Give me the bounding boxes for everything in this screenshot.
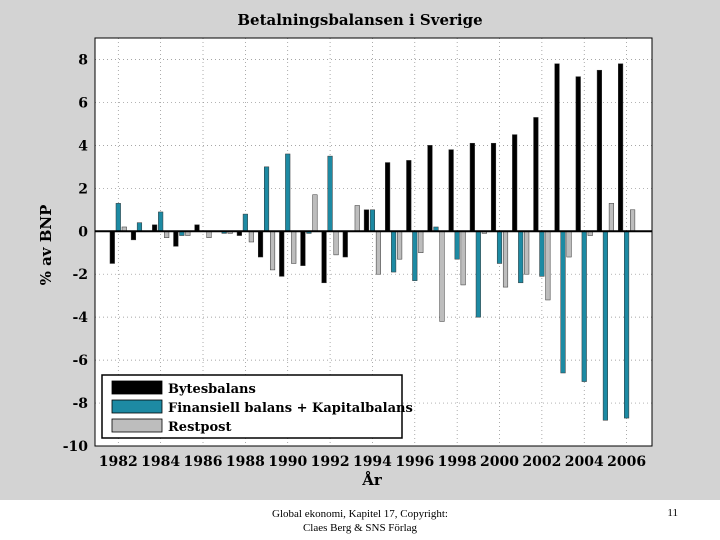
bar bbox=[263, 166, 270, 232]
bar bbox=[242, 213, 248, 232]
footer-line-1: Global ekonomi, Kapitel 17, Copyright: bbox=[272, 508, 448, 520]
x-tick-label: 1992 bbox=[311, 454, 350, 470]
y-axis-label: % av BNP bbox=[37, 205, 55, 286]
legend-swatch bbox=[111, 380, 163, 395]
bar bbox=[333, 231, 339, 256]
bar bbox=[321, 231, 327, 284]
y-tick-label: -2 bbox=[72, 267, 88, 283]
bar bbox=[375, 231, 381, 275]
bar bbox=[524, 231, 530, 275]
x-tick-label: 2002 bbox=[522, 454, 561, 470]
bar bbox=[602, 231, 608, 421]
bar bbox=[300, 231, 306, 266]
bar bbox=[354, 205, 360, 232]
bar bbox=[173, 231, 179, 247]
bar bbox=[439, 231, 445, 322]
bar bbox=[608, 203, 614, 232]
x-tick-label: 1984 bbox=[141, 454, 180, 470]
plot-frame bbox=[94, 37, 653, 447]
bar bbox=[385, 162, 391, 232]
x-tick-label: 1998 bbox=[438, 454, 477, 470]
y-tick-label: 6 bbox=[78, 95, 88, 111]
bar bbox=[248, 231, 254, 243]
y-tick-label: 8 bbox=[78, 52, 88, 68]
y-tick-label: -8 bbox=[72, 396, 88, 412]
bar bbox=[512, 134, 518, 232]
y-tick-label: -10 bbox=[63, 439, 89, 455]
legend-swatch bbox=[111, 399, 163, 414]
bar bbox=[397, 231, 403, 260]
bar bbox=[418, 231, 424, 253]
bar bbox=[554, 63, 560, 232]
bar bbox=[502, 231, 509, 288]
bar bbox=[136, 222, 143, 232]
x-tick-label: 2006 bbox=[607, 454, 646, 470]
legend-label: Finansiell balans + Kapitalbalans bbox=[168, 401, 413, 416]
bar bbox=[130, 231, 137, 241]
x-tick-label: 1996 bbox=[395, 454, 434, 470]
x-tick-label: 1994 bbox=[353, 454, 392, 470]
bar bbox=[406, 160, 412, 232]
bar bbox=[469, 142, 475, 232]
bar bbox=[618, 63, 624, 232]
y-tick-label: 0 bbox=[78, 224, 88, 240]
bar bbox=[391, 231, 397, 273]
y-tick-label: 2 bbox=[78, 181, 88, 197]
x-tick-label: 1988 bbox=[226, 454, 265, 470]
bar bbox=[624, 231, 630, 419]
x-tick-label: 1986 bbox=[184, 454, 223, 470]
footer-line-2: Claes Berg & SNS Förlag bbox=[302, 522, 418, 534]
bar bbox=[369, 209, 375, 232]
bar bbox=[518, 231, 524, 284]
y-tick-label: -4 bbox=[72, 310, 88, 326]
bar bbox=[269, 231, 276, 271]
y-tick-label: 4 bbox=[78, 138, 88, 154]
bar bbox=[412, 231, 418, 281]
x-tick-label: 2000 bbox=[480, 454, 519, 470]
x-axis-label: År bbox=[361, 471, 383, 489]
bar bbox=[460, 231, 466, 286]
bar bbox=[496, 231, 503, 264]
legend-label: Bytesbalans bbox=[168, 382, 256, 397]
bar bbox=[342, 231, 348, 258]
bar bbox=[454, 231, 460, 260]
legend-swatch bbox=[111, 418, 163, 433]
footer-copyright: Global ekonomi, Kapitel 17, Copyright: C… bbox=[240, 507, 480, 535]
y-tick-label: -6 bbox=[72, 353, 88, 369]
bar bbox=[285, 153, 291, 232]
bar bbox=[560, 231, 566, 374]
bar bbox=[115, 203, 121, 232]
bar bbox=[279, 231, 285, 277]
bar bbox=[475, 231, 481, 318]
bar bbox=[575, 76, 581, 232]
bar bbox=[291, 231, 297, 264]
bar bbox=[545, 231, 551, 301]
legend-label: Restpost bbox=[168, 420, 231, 435]
bar bbox=[581, 231, 587, 382]
bar bbox=[539, 231, 545, 277]
chart: Betalningsbalansen i Sverige -10 -8 -6 -4 -2… bbox=[37, 11, 653, 489]
legend: Bytesbalans Finansiell balans + Kapitalba… bbox=[101, 374, 413, 439]
bar bbox=[158, 211, 164, 232]
bar bbox=[566, 231, 572, 258]
bar bbox=[630, 209, 636, 232]
bar bbox=[533, 117, 539, 232]
bar bbox=[490, 142, 497, 232]
x-tick-label: 1990 bbox=[268, 454, 307, 470]
bar bbox=[109, 231, 115, 264]
bar bbox=[448, 149, 454, 232]
x-tick-label: 1982 bbox=[99, 454, 138, 470]
bar bbox=[312, 194, 318, 232]
bar bbox=[427, 145, 433, 232]
bar bbox=[257, 231, 264, 258]
bar bbox=[363, 209, 369, 232]
x-tick-label: 2004 bbox=[565, 454, 604, 470]
page-number: 11 bbox=[667, 507, 678, 519]
chart-title: Betalningsbalansen i Sverige bbox=[237, 11, 482, 29]
bar bbox=[596, 69, 602, 232]
bar bbox=[327, 155, 333, 232]
